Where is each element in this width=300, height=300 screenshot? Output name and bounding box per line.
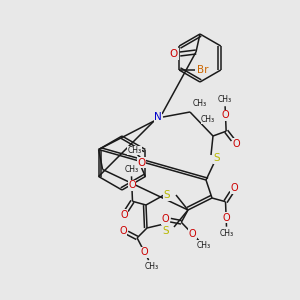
Text: O: O xyxy=(141,247,148,257)
Text: CH₃: CH₃ xyxy=(220,229,234,238)
Text: CH₃: CH₃ xyxy=(127,146,141,155)
Text: O: O xyxy=(222,110,229,120)
Text: CH₃: CH₃ xyxy=(145,262,159,271)
Text: Br: Br xyxy=(197,65,209,75)
Text: CH₃: CH₃ xyxy=(124,165,138,174)
Text: CH₃: CH₃ xyxy=(193,100,207,109)
Text: CH₃: CH₃ xyxy=(218,95,232,104)
Text: CH₃: CH₃ xyxy=(201,115,215,124)
Text: O: O xyxy=(119,226,127,236)
Text: S: S xyxy=(164,190,170,200)
Text: O: O xyxy=(230,183,238,193)
Text: N: N xyxy=(154,112,162,122)
Text: O: O xyxy=(120,210,127,220)
Text: S: S xyxy=(163,226,169,236)
Text: O: O xyxy=(162,214,170,224)
Text: S: S xyxy=(214,153,220,163)
Text: CH₃: CH₃ xyxy=(196,241,211,250)
Text: O: O xyxy=(137,158,146,167)
Text: O: O xyxy=(170,49,178,59)
Text: O: O xyxy=(222,213,230,223)
Text: O: O xyxy=(128,180,136,190)
Text: O: O xyxy=(189,229,196,239)
Text: O: O xyxy=(232,139,240,149)
